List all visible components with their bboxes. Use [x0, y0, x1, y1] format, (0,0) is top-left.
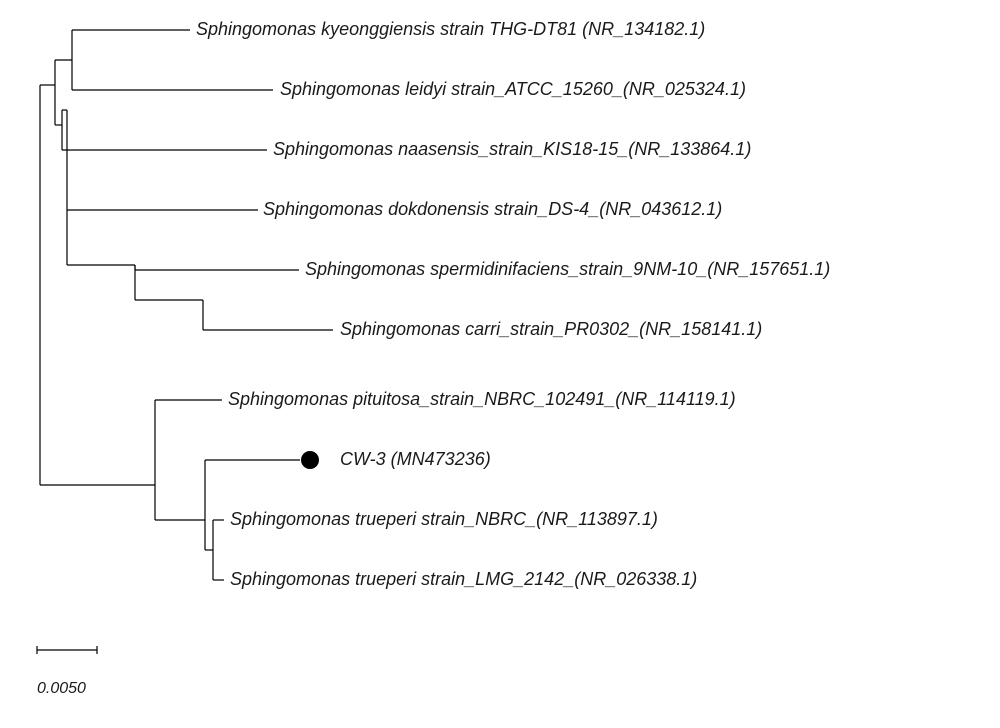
taxon-label: CW-3 (MN473236) — [340, 449, 491, 470]
taxon-label: Sphingomonas spermidinifaciens_strain_9N… — [305, 259, 830, 280]
taxon-label: Sphingomonas trueperi strain_LMG_2142_(N… — [230, 569, 697, 590]
tree-lines-svg — [0, 0, 1000, 728]
taxon-label: Sphingomonas kyeonggiensis strain THG-DT… — [196, 19, 705, 40]
taxon-label: Sphingomonas naasensis_strain_KIS18-15_(… — [273, 139, 751, 160]
taxon-label: Sphingomonas dokdonensis strain_DS-4_(NR… — [263, 199, 722, 220]
scale-bar-label: 0.0050 — [37, 680, 86, 698]
taxon-label: Sphingomonas trueperi strain_NBRC_(NR_11… — [230, 509, 658, 530]
taxon-label: Sphingomonas carri_strain_PR0302_(NR_158… — [340, 319, 762, 340]
taxon-label: Sphingomonas leidyi strain_ATCC_15260_(N… — [280, 79, 746, 100]
taxon-label: Sphingomonas pituitosa_strain_NBRC_10249… — [228, 389, 736, 410]
query-taxon-marker — [301, 451, 319, 469]
phylogenetic-tree-container: Sphingomonas kyeonggiensis strain THG-DT… — [0, 0, 1000, 728]
